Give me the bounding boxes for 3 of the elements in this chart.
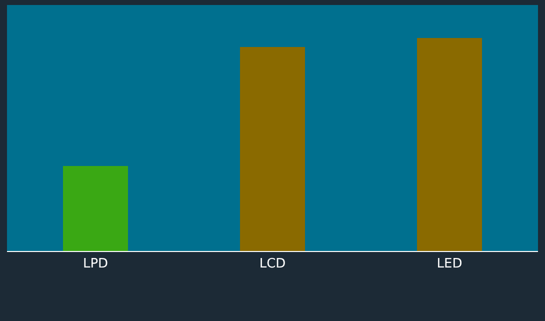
x-tick-label: LPD [82, 256, 108, 272]
x-tick-label: LED [436, 256, 462, 272]
x-tick-label: LCD [259, 256, 286, 272]
